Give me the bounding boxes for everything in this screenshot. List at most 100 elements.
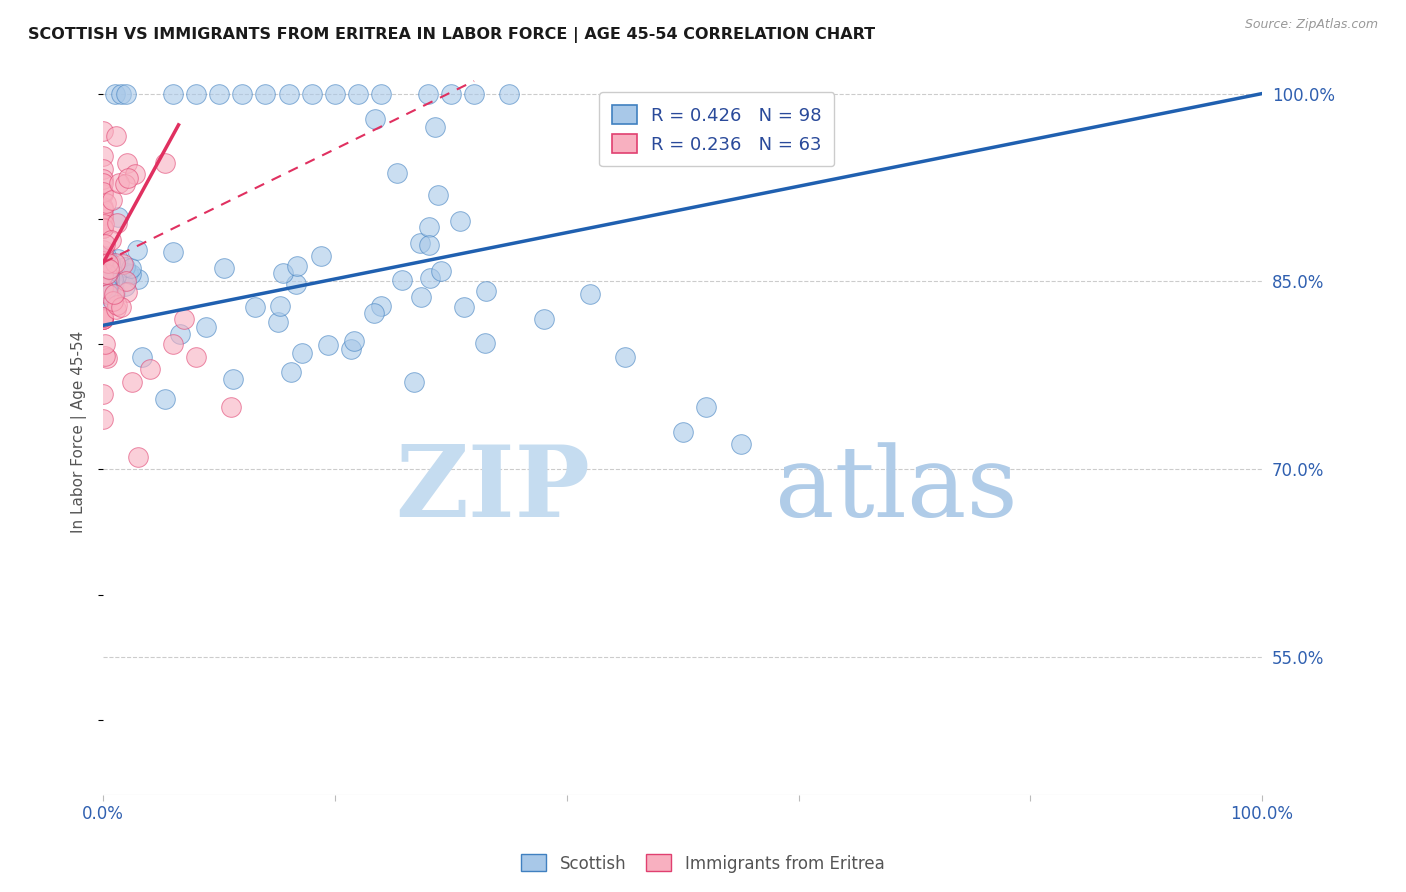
Point — [91, 221, 114, 235]
Point — [93, 217, 115, 231]
Point — [91, 412, 114, 426]
Point — [91, 172, 114, 186]
Point — [411, 290, 433, 304]
Point — [100, 267, 122, 281]
Point — [184, 350, 207, 364]
Point — [94, 271, 117, 285]
Point — [245, 300, 267, 314]
Point — [104, 87, 127, 101]
Point — [416, 87, 439, 101]
Point — [97, 273, 120, 287]
Point — [370, 299, 392, 313]
Point — [91, 312, 114, 326]
Point — [404, 375, 426, 389]
Point — [91, 312, 114, 326]
Point — [463, 87, 485, 101]
Point — [91, 249, 114, 263]
Point — [91, 202, 114, 216]
Point — [91, 208, 114, 222]
Point — [340, 342, 363, 356]
Point — [115, 275, 138, 289]
Point — [115, 285, 138, 299]
Point — [91, 186, 114, 201]
Y-axis label: In Labor Force | Age 45-54: In Labor Force | Age 45-54 — [72, 331, 87, 533]
Point — [695, 400, 717, 414]
Point — [387, 166, 409, 180]
Point — [162, 87, 184, 101]
Point — [104, 286, 127, 301]
Point — [409, 235, 432, 250]
Point — [107, 210, 129, 224]
Point — [162, 337, 184, 351]
Point — [121, 375, 143, 389]
Point — [91, 221, 114, 235]
Point — [110, 300, 132, 314]
Point — [94, 252, 117, 266]
Point — [98, 290, 121, 304]
Point — [269, 299, 291, 313]
Point — [100, 234, 122, 248]
Point — [280, 364, 302, 378]
Point — [101, 193, 124, 207]
Point — [343, 334, 366, 349]
Point — [475, 284, 498, 298]
Point — [98, 254, 121, 268]
Point — [100, 285, 122, 300]
Text: SCOTTISH VS IMMIGRANTS FROM ERITREA IN LABOR FORCE | AGE 45-54 CORRELATION CHART: SCOTTISH VS IMMIGRANTS FROM ERITREA IN L… — [28, 27, 876, 43]
Point — [323, 87, 346, 101]
Point — [579, 287, 602, 301]
Point — [124, 167, 146, 181]
Point — [96, 281, 118, 295]
Point — [103, 294, 125, 309]
Point — [173, 312, 195, 326]
Point — [96, 267, 118, 281]
Point — [440, 87, 463, 101]
Point — [730, 437, 752, 451]
Point — [91, 185, 114, 199]
Point — [105, 269, 128, 284]
Point — [155, 155, 177, 169]
Point — [131, 350, 153, 364]
Point — [91, 387, 114, 401]
Point — [105, 298, 128, 312]
Point — [108, 176, 131, 190]
Point — [117, 266, 139, 280]
Point — [91, 281, 114, 295]
Point — [104, 256, 127, 270]
Point — [115, 87, 138, 101]
Point — [96, 351, 118, 366]
Point — [97, 286, 120, 301]
Point — [94, 236, 117, 251]
Point — [184, 87, 207, 101]
Point — [219, 400, 242, 414]
Point — [96, 279, 118, 293]
Point — [672, 425, 695, 439]
Point — [115, 155, 138, 169]
Point — [162, 244, 184, 259]
Point — [91, 200, 114, 214]
Point — [254, 87, 277, 101]
Text: ZIP: ZIP — [395, 442, 591, 539]
Point — [94, 196, 117, 211]
Point — [93, 349, 115, 363]
Point — [105, 216, 128, 230]
Text: atlas: atlas — [775, 442, 1018, 538]
Point — [301, 87, 323, 101]
Point — [363, 306, 385, 320]
Point — [208, 87, 231, 101]
Point — [285, 259, 308, 273]
Point — [120, 268, 142, 282]
Point — [94, 337, 117, 351]
Point — [93, 252, 115, 267]
Point — [91, 124, 114, 138]
Point — [107, 252, 129, 266]
Point — [91, 312, 114, 326]
Point — [97, 255, 120, 269]
Point — [98, 268, 121, 283]
Point — [103, 275, 125, 289]
Point — [277, 87, 299, 101]
Point — [138, 362, 160, 376]
Point — [114, 178, 136, 192]
Point — [98, 276, 121, 290]
Point — [316, 338, 339, 352]
